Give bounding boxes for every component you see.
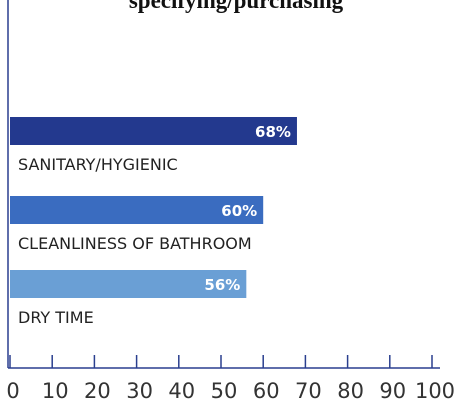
x-tick-label: 90 [379,379,406,403]
category-label: DRY TIME [18,308,94,327]
x-tick-label: 80 [337,379,364,403]
value-label: 56% [204,276,240,294]
x-tick-label: 100 [415,379,455,403]
category-label: SANITARY/HYGIENIC [18,155,178,174]
bar [10,117,297,145]
x-tick-label: 60 [253,379,280,403]
x-tick-label: 0 [6,379,19,403]
x-tick-label: 70 [295,379,322,403]
chart-title: specifying/purchasing [129,0,344,13]
bar [10,270,247,298]
x-tick-label: 20 [84,379,111,403]
x-tick-label: 10 [42,379,69,403]
category-label: CLEANLINESS OF BATHROOM [18,234,252,253]
x-tick-label: 30 [126,379,153,403]
x-tick-label: 50 [211,379,238,403]
value-label: 60% [221,202,257,220]
bar [10,196,264,224]
x-tick-label: 40 [168,379,195,403]
value-label: 68% [255,123,291,141]
